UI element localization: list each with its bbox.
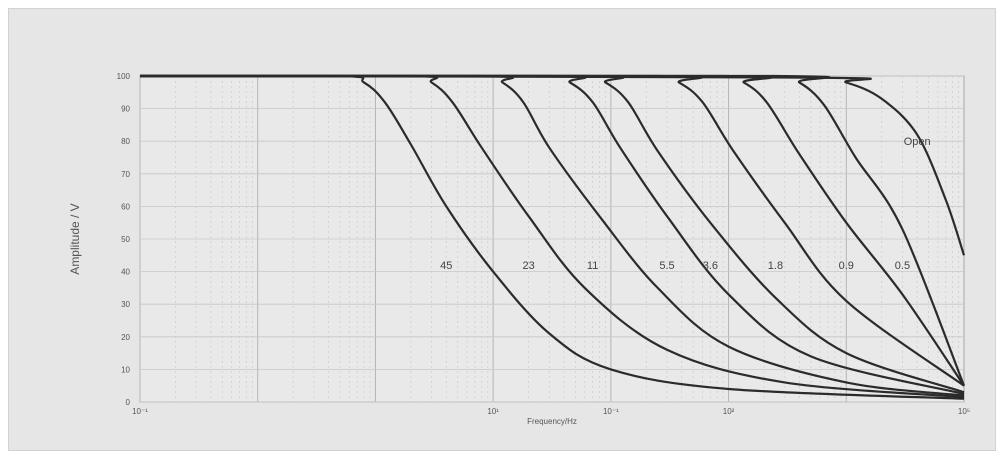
y-tick-label: 60 (121, 202, 130, 211)
y-tick-label: 10 (121, 365, 130, 374)
x-tick-label: 10⁻¹ (603, 407, 619, 416)
y-tick-label: 50 (121, 235, 130, 244)
chart-frame: 10⁻¹ 10¹ 10² 10⁵ 10⁻¹ 0 10 20 30 40 50 60 70 80 90 100… (8, 8, 996, 451)
series-label: 0.9 (839, 260, 854, 272)
series-line-open (139, 74, 966, 256)
grid (139, 75, 964, 403)
x-tick-label: 10⁻¹ (132, 407, 148, 416)
series-label: 0.5 (895, 260, 910, 272)
x-tick-label: 10⁵ (958, 407, 970, 416)
series-label: 45 (440, 260, 452, 272)
y-tick-label: 70 (121, 170, 130, 179)
y-tick-label: 30 (121, 300, 130, 309)
series-label: Open (904, 136, 931, 148)
amplitude-frequency-chart: 10⁻¹ 10¹ 10² 10⁵ 10⁻¹ 0 10 20 30 40 50 60 70 80 90 100… (68, 72, 970, 426)
x-axis: 10⁻¹ 10¹ 10² 10⁵ 10⁻¹ (132, 407, 970, 416)
series-label: 1.8 (768, 260, 783, 272)
series-label: 5.5 (659, 260, 674, 272)
series-label: 11 (587, 260, 598, 272)
y-axis: 0 10 20 30 40 50 60 70 80 90 100 (117, 72, 131, 407)
y-tick-label: 40 (121, 268, 130, 277)
series-label: 3.6 (703, 260, 718, 272)
y-axis-title: Amplitude / V (68, 203, 82, 274)
x-axis-title: Frequency/Hz (527, 417, 577, 426)
series-label: 23 (522, 260, 534, 272)
y-tick-label: 90 (121, 105, 130, 114)
y-tick-label: 80 (121, 137, 130, 146)
y-tick-label: 20 (121, 333, 130, 342)
x-tick-label: 10¹ (487, 407, 499, 416)
y-tick-label: 100 (117, 72, 131, 81)
series-labels: 45 23 11 5.5 3.6 1.8 0.9 0.5 Open (440, 136, 930, 272)
series-group (139, 74, 966, 400)
x-tick-label: 10² (723, 407, 735, 416)
y-tick-label: 0 (126, 398, 131, 407)
